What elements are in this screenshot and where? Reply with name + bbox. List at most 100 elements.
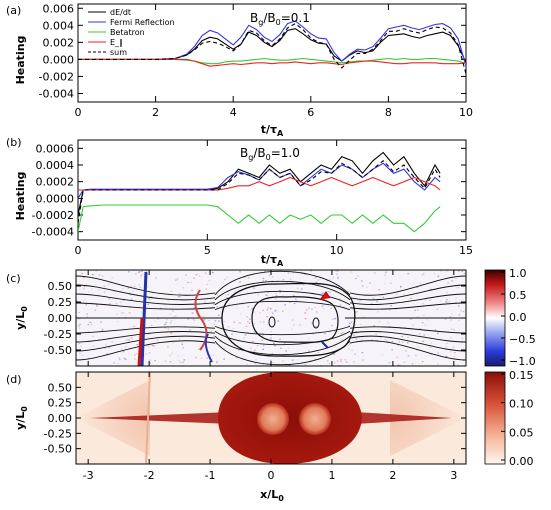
noise-pixel (376, 311, 379, 313)
noise-pixel (417, 316, 419, 318)
field-line-top (214, 325, 351, 336)
noise-pixel (292, 295, 295, 297)
noise-pixel (216, 360, 218, 362)
noise-pixel (433, 272, 436, 274)
y-tick-label: 0.0004 (36, 159, 75, 172)
noise-pixel (378, 321, 381, 323)
noise-pixel (189, 329, 191, 331)
noise-pixel (361, 352, 364, 354)
noise-pixel (83, 299, 86, 301)
noise-pixel (331, 324, 333, 327)
series-line-0 (78, 151, 441, 216)
noise-pixel (423, 334, 425, 336)
noise-pixel (451, 313, 453, 315)
noise-pixel (182, 347, 185, 349)
noise-pixel (422, 303, 424, 305)
noise-pixel (308, 338, 310, 340)
noise-pixel (241, 303, 243, 305)
noise-pixel (351, 349, 353, 351)
noise-pixel (311, 322, 313, 324)
panel-b-letter: (b) (6, 136, 22, 149)
noise-pixel (127, 287, 130, 289)
y-tick-label: 0.00 (48, 412, 73, 425)
noise-pixel (155, 277, 157, 279)
noise-pixel (145, 353, 148, 355)
noise-pixel (250, 347, 252, 349)
noise-pixel (434, 329, 437, 331)
noise-pixel (129, 306, 131, 308)
noise-pixel (87, 357, 90, 359)
x-tick-label: 10 (459, 106, 473, 119)
noise-pixel (169, 354, 171, 357)
panel-a-legend: dE/dt Fermi Reflection Betatron E_∥ sum (88, 8, 175, 57)
noise-pixel (141, 270, 143, 272)
noise-pixel (150, 324, 153, 326)
noise-pixel (253, 350, 256, 352)
noise-pixel (128, 271, 130, 273)
noise-pixel (108, 347, 111, 349)
noise-pixel (170, 320, 173, 322)
noise-pixel (315, 325, 317, 328)
noise-pixel (430, 288, 432, 291)
noise-pixel (334, 346, 337, 348)
x-tick-label: 5 (204, 244, 211, 257)
noise-pixel (253, 311, 255, 313)
noise-pixel (304, 364, 307, 366)
noise-pixel (350, 321, 353, 323)
field-line-left (76, 275, 216, 296)
noise-pixel (439, 300, 442, 302)
noise-pixel (450, 319, 452, 321)
noise-pixel (163, 323, 166, 326)
noise-pixel (329, 278, 331, 280)
noise-pixel (262, 280, 264, 282)
noise-pixel (393, 329, 396, 331)
field-line-top (214, 270, 351, 296)
noise-pixel (211, 271, 214, 273)
noise-pixel (289, 278, 292, 280)
panel-c-sheet-left-red (137, 317, 144, 366)
noise-pixel (289, 301, 291, 303)
noise-pixel (462, 311, 465, 313)
noise-pixel (169, 361, 172, 363)
field-line-right (349, 335, 466, 352)
noise-pixel (457, 331, 460, 333)
noise-pixel (271, 280, 274, 282)
noise-pixel (373, 325, 376, 327)
noise-pixel (92, 274, 94, 276)
noise-pixel (274, 284, 276, 286)
colorbar-tick-label: 0.05 (509, 426, 534, 439)
panel-b-xticks: 0 5 10 15 (75, 140, 473, 257)
noise-pixel (342, 331, 344, 334)
noise-pixel (133, 325, 135, 327)
panel-d-ylabel: y/L0 (14, 406, 29, 430)
noise-pixel (324, 332, 326, 335)
noise-pixel (178, 338, 181, 340)
y-tick-label: -0.002 (39, 70, 74, 83)
noise-pixel (197, 348, 200, 350)
noise-pixel (216, 306, 218, 308)
noise-pixel (118, 359, 121, 361)
y-tick-label: -0.004 (39, 87, 74, 100)
noise-pixel (445, 355, 448, 357)
noise-pixel (83, 277, 85, 279)
noise-pixel (446, 292, 448, 294)
noise-pixel (283, 342, 286, 344)
noise-pixel (204, 301, 206, 303)
noise-pixel (76, 300, 78, 302)
field-line-right (349, 275, 466, 296)
noise-pixel (336, 360, 339, 362)
noise-pixel (210, 337, 213, 339)
noise-pixel (133, 286, 136, 288)
noise-pixel (88, 291, 90, 293)
noise-pixel (148, 299, 151, 301)
noise-pixel (317, 279, 320, 281)
noise-pixel (397, 364, 400, 366)
noise-pixel (369, 282, 371, 284)
noise-pixel (327, 291, 330, 293)
y-tick-label: 0.00 (48, 312, 73, 325)
noise-pixel (83, 288, 85, 290)
noise-pixel (415, 354, 417, 357)
noise-pixel (279, 338, 281, 340)
noise-pixel (179, 296, 182, 298)
noise-pixel (294, 270, 297, 272)
